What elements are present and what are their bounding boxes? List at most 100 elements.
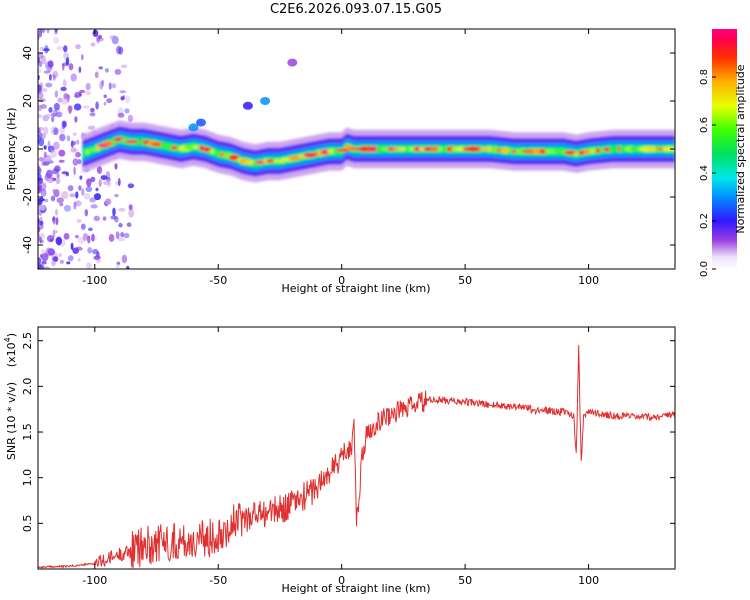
noise-point bbox=[38, 264, 45, 269]
noise-point bbox=[73, 201, 77, 210]
noise-point bbox=[66, 261, 71, 265]
noise-point bbox=[117, 237, 125, 242]
ridge-hotspot bbox=[85, 149, 90, 155]
ridge-hotspot bbox=[608, 146, 621, 152]
noise-point bbox=[100, 175, 108, 181]
noise-point bbox=[72, 132, 77, 136]
noise-point bbox=[120, 96, 125, 101]
noise-point bbox=[68, 63, 74, 71]
noise-point bbox=[70, 147, 77, 153]
noise-point bbox=[53, 36, 60, 44]
noise-point bbox=[61, 97, 68, 105]
noise-point bbox=[63, 233, 70, 240]
spectrogram-y-label: Frequency (Hz) bbox=[5, 108, 18, 191]
noise-point bbox=[114, 163, 118, 170]
noise-point bbox=[55, 111, 63, 118]
noise-point bbox=[40, 55, 47, 65]
noise-point bbox=[50, 126, 58, 136]
noise-point bbox=[103, 101, 107, 106]
noise-point bbox=[74, 200, 82, 207]
noise-point bbox=[38, 165, 41, 174]
noise-point bbox=[121, 254, 128, 264]
noise-point bbox=[80, 223, 86, 230]
noise-point bbox=[55, 177, 61, 185]
noise-point bbox=[47, 178, 54, 184]
noise-point bbox=[50, 149, 57, 159]
noise-point bbox=[43, 158, 51, 163]
noise-point bbox=[44, 198, 49, 203]
noise-point bbox=[40, 232, 45, 240]
spectral-blob bbox=[188, 123, 199, 132]
noise-point bbox=[120, 64, 128, 69]
noise-point bbox=[104, 68, 109, 73]
noise-point bbox=[109, 35, 117, 40]
x-tick-label: 0 bbox=[338, 274, 345, 287]
noise-point bbox=[43, 70, 51, 74]
y-tick-label: 2.0 bbox=[21, 378, 34, 396]
x-tick-label: 50 bbox=[458, 274, 472, 287]
noise-point bbox=[120, 232, 124, 238]
noise-point bbox=[70, 242, 74, 251]
noise-point bbox=[43, 151, 47, 159]
figure-title: C2E6.2026.093.07.15.G05 bbox=[270, 2, 442, 17]
noise-point bbox=[83, 105, 90, 109]
ridge-hotspot bbox=[487, 146, 492, 152]
snr-panel: -100 -50 0 50 100 0.5 1.0 1.5 2.0 2.5 Height of … bbox=[3, 326, 676, 595]
noise-point bbox=[38, 68, 42, 74]
noise-point bbox=[59, 259, 64, 264]
spectral-blobs bbox=[188, 58, 298, 132]
ridge-hotspot bbox=[583, 149, 591, 155]
noise-point bbox=[67, 105, 73, 112]
noise-point bbox=[39, 46, 44, 51]
noise-point bbox=[54, 29, 58, 33]
noise-point bbox=[49, 73, 52, 81]
noise-point bbox=[52, 74, 56, 81]
noise-point bbox=[75, 234, 79, 239]
ridge-hotspot bbox=[209, 149, 215, 154]
y-tick-label: 2.5 bbox=[21, 332, 34, 350]
noise-point bbox=[65, 57, 70, 66]
noise-point bbox=[67, 255, 74, 262]
noise-point bbox=[75, 152, 81, 158]
noise-point bbox=[52, 229, 56, 238]
y-tick-label: 0.5 bbox=[21, 515, 34, 533]
noise-point bbox=[58, 159, 65, 163]
ridge-hotspot bbox=[280, 157, 285, 163]
noise-point bbox=[82, 232, 89, 241]
noise-point bbox=[47, 60, 54, 68]
noise-point bbox=[51, 115, 55, 123]
noise-point bbox=[98, 66, 103, 70]
noise-point bbox=[127, 183, 135, 189]
noise-point bbox=[38, 91, 44, 100]
noise-point bbox=[75, 44, 81, 50]
noise-point bbox=[126, 222, 132, 227]
ridge-hotspot bbox=[589, 148, 596, 154]
noise-point bbox=[74, 91, 82, 98]
noise-point bbox=[59, 202, 64, 207]
noise-point bbox=[56, 197, 64, 204]
noise-point bbox=[128, 204, 133, 211]
noise-point bbox=[77, 258, 81, 262]
noise-point bbox=[41, 29, 46, 33]
snr-frame bbox=[37, 326, 676, 570]
colorbar-tick-label: 0.2 bbox=[699, 213, 710, 229]
y-tick-label: 40 bbox=[21, 46, 34, 60]
noise-point bbox=[60, 191, 69, 200]
spectrogram-panel: -100 -50 0 50 100 -40 -20 0 20 40 Height of stra… bbox=[5, 28, 676, 295]
noise-point bbox=[38, 84, 42, 93]
noise-point bbox=[40, 188, 47, 197]
noise-point bbox=[54, 90, 59, 98]
svg-text:(x104): (x104) bbox=[3, 333, 18, 367]
noise-point bbox=[101, 79, 104, 87]
noise-point bbox=[85, 186, 93, 193]
x-tick-label: -100 bbox=[82, 274, 107, 287]
noise-point bbox=[96, 165, 103, 174]
ridge-hotspot bbox=[170, 145, 179, 150]
noise-point bbox=[126, 265, 130, 269]
snr-y-label: SNR (10 * v/v) bbox=[5, 382, 18, 460]
noise-point bbox=[53, 127, 59, 136]
noise-point bbox=[89, 197, 96, 203]
spectral-blob bbox=[242, 101, 253, 110]
noise-point bbox=[38, 156, 45, 162]
noise-point bbox=[55, 230, 58, 234]
